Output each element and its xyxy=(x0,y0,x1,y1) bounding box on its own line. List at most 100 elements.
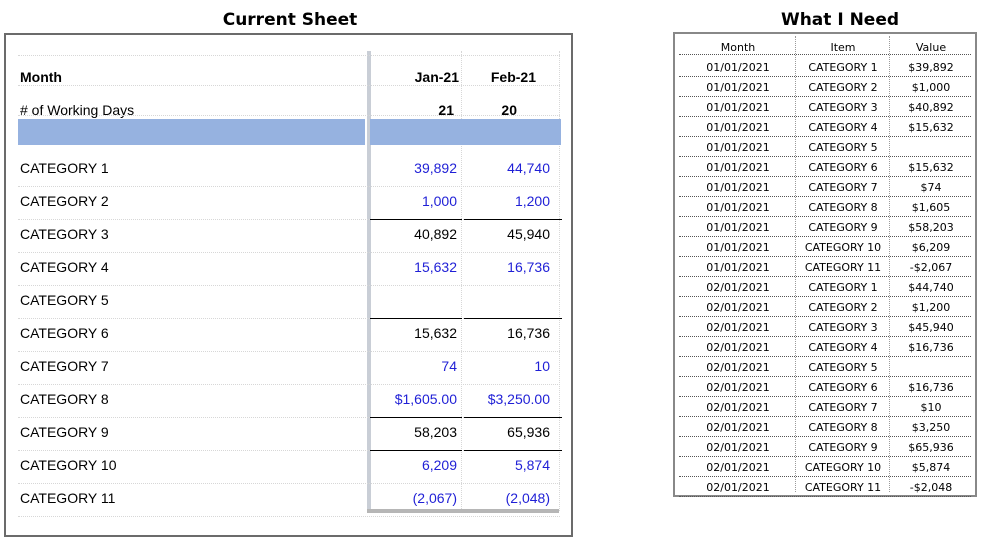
value-cell-jan[interactable]: 58,203 xyxy=(414,424,457,440)
need-cell-value: -$2,048 xyxy=(909,481,953,494)
need-cell-item: CATEGORY 10 xyxy=(804,461,882,474)
value-cell-feb[interactable]: 1,200 xyxy=(514,193,550,209)
need-cell-value: $10 xyxy=(920,401,942,414)
need-cell-month: 02/01/2021 xyxy=(706,401,770,414)
value-cell-jan[interactable]: 40,892 xyxy=(414,226,457,242)
need-cell-month: 02/01/2021 xyxy=(706,281,770,294)
need-cell-item: CATEGORY 7 xyxy=(808,181,878,194)
value-cell-feb[interactable]: 5,874 xyxy=(514,457,550,473)
need-cell-value: $58,203 xyxy=(908,221,954,234)
table-row-rule xyxy=(679,296,971,297)
need-cell-item: CATEGORY 1 xyxy=(808,61,878,74)
working-days-feb: 20 xyxy=(501,102,517,118)
need-cell-value: $40,892 xyxy=(908,101,954,114)
need-cell-month: 01/01/2021 xyxy=(706,81,770,94)
value-cell-feb[interactable]: 44,740 xyxy=(507,160,550,176)
need-cell-value: $1,000 xyxy=(911,81,951,94)
need-cell-month: 01/01/2021 xyxy=(706,61,770,74)
need-cell-value: $1,605 xyxy=(911,201,951,214)
row-gridline xyxy=(18,186,560,187)
need-cell-month: 02/01/2021 xyxy=(706,441,770,454)
need-cell-value: $45,940 xyxy=(908,321,954,334)
row-label: CATEGORY 5 xyxy=(20,292,109,308)
header-underline xyxy=(679,54,971,55)
need-header-item: Item xyxy=(830,41,856,54)
table-row-rule xyxy=(679,476,971,477)
need-cell-value: -$2,067 xyxy=(909,261,953,274)
row-label: CATEGORY 2 xyxy=(20,193,109,209)
need-cell-value: $65,936 xyxy=(908,441,954,454)
need-cell-month: 02/01/2021 xyxy=(706,481,770,494)
frozen-column-bar[interactable] xyxy=(367,51,371,513)
need-cell-month: 01/01/2021 xyxy=(706,161,770,174)
horizontal-scrollbar[interactable] xyxy=(367,509,559,513)
highlight-band xyxy=(18,119,365,145)
table-row-rule xyxy=(679,496,971,497)
working-days-jan: 21 xyxy=(438,102,454,118)
need-cell-item: CATEGORY 7 xyxy=(808,401,878,414)
need-cell-item: CATEGORY 11 xyxy=(804,261,882,274)
need-cell-item: CATEGORY 9 xyxy=(808,221,878,234)
value-cell-feb[interactable]: (2,048) xyxy=(505,490,550,506)
row-label: CATEGORY 3 xyxy=(20,226,109,242)
need-cell-item: CATEGORY 9 xyxy=(808,441,878,454)
need-cell-month: 02/01/2021 xyxy=(706,301,770,314)
row-gridline xyxy=(18,351,560,352)
value-cell-feb[interactable]: 65,936 xyxy=(507,424,550,440)
need-cell-month: 02/01/2021 xyxy=(706,341,770,354)
need-cell-item: CATEGORY 2 xyxy=(808,301,878,314)
working-days-label: # of Working Days xyxy=(20,102,135,118)
value-cell-jan[interactable]: 6,209 xyxy=(421,457,457,473)
need-cell-month: 01/01/2021 xyxy=(706,201,770,214)
col-header-feb: Feb-21 xyxy=(490,69,536,85)
row-label: CATEGORY 9 xyxy=(20,424,109,440)
table-row-rule xyxy=(679,336,971,337)
row-gridline xyxy=(18,285,560,286)
need-cell-month: 02/01/2021 xyxy=(706,381,770,394)
table-row-rule xyxy=(679,256,971,257)
value-cell-jan[interactable]: 39,892 xyxy=(414,160,457,176)
value-cell-jan[interactable]: (2,067) xyxy=(412,490,457,506)
column-divider xyxy=(559,51,560,511)
table-row-rule xyxy=(679,196,971,197)
value-cell-jan[interactable]: $1,605.00 xyxy=(394,391,457,407)
row-label: CATEGORY 1 xyxy=(20,160,109,176)
total-rule xyxy=(370,417,462,418)
table-row-rule xyxy=(679,236,971,237)
row-label: CATEGORY 6 xyxy=(20,325,109,341)
need-cell-value: $74 xyxy=(920,181,942,194)
value-cell-feb[interactable]: 10 xyxy=(534,358,550,374)
need-cell-item: CATEGORY 11 xyxy=(804,481,882,494)
row-gridline xyxy=(18,450,560,451)
value-cell-feb[interactable]: 45,940 xyxy=(507,226,550,242)
need-cell-item: CATEGORY 3 xyxy=(808,321,878,334)
table-row-rule xyxy=(679,376,971,377)
total-rule xyxy=(464,417,562,418)
need-cell-item: CATEGORY 1 xyxy=(808,281,878,294)
need-cell-item: CATEGORY 4 xyxy=(808,121,878,134)
row-gridline xyxy=(18,115,560,116)
row-label: CATEGORY 11 xyxy=(20,490,116,506)
highlight-band xyxy=(370,119,561,145)
need-cell-month: 02/01/2021 xyxy=(706,461,770,474)
table-row-rule xyxy=(679,416,971,417)
need-cell-item: CATEGORY 6 xyxy=(808,161,878,174)
column-divider xyxy=(461,51,462,511)
row-gridline xyxy=(18,55,560,56)
value-cell-feb[interactable]: 16,736 xyxy=(507,325,550,341)
need-cell-item: CATEGORY 6 xyxy=(808,381,878,394)
need-cell-value: $3,250 xyxy=(911,421,951,434)
value-cell-feb[interactable]: 16,736 xyxy=(507,259,550,275)
current-sheet-title: Current Sheet xyxy=(222,10,358,30)
col-header-jan: Jan-21 xyxy=(414,69,459,85)
value-cell-feb[interactable]: $3,250.00 xyxy=(487,391,550,407)
value-cell-jan[interactable]: 74 xyxy=(441,358,457,374)
value-cell-jan[interactable]: 15,632 xyxy=(414,259,457,275)
need-cell-value: $15,632 xyxy=(908,161,954,174)
need-cell-month: 01/01/2021 xyxy=(706,141,770,154)
need-cell-value: $16,736 xyxy=(908,381,954,394)
value-cell-jan[interactable]: 15,632 xyxy=(414,325,457,341)
table-row-rule xyxy=(679,216,971,217)
total-rule xyxy=(370,318,462,319)
value-cell-jan[interactable]: 1,000 xyxy=(421,193,457,209)
